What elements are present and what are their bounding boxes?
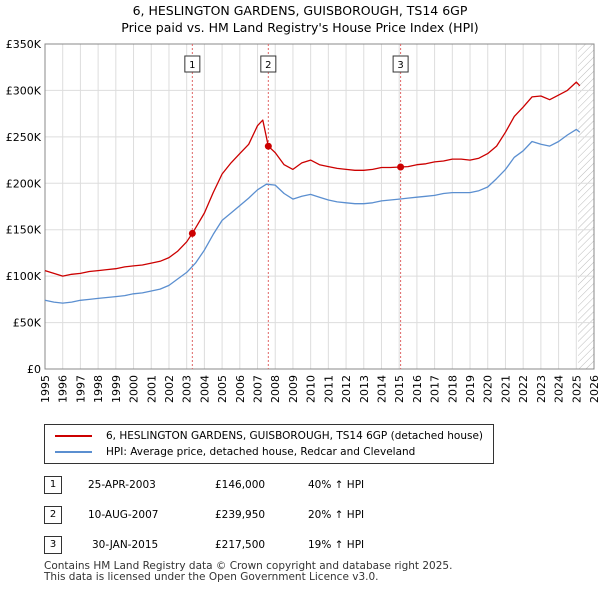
sale-number-badge: 2 [44, 506, 62, 524]
x-tick-label: 2012 [340, 375, 353, 403]
footer: Contains HM Land Registry data © Crown c… [44, 561, 452, 583]
y-tick-label: £250K [6, 131, 42, 144]
x-tick-label: 2011 [322, 375, 335, 403]
footer-line-2: This data is licensed under the Open Gov… [44, 571, 379, 583]
x-tick-label: 2000 [128, 375, 141, 403]
sale-marker-box [260, 55, 277, 73]
x-tick-label: 2008 [269, 375, 282, 403]
y-tick-label: £200K [6, 177, 42, 190]
x-tick-label: 2002 [163, 375, 176, 403]
sale-row: 3 30-JAN-2015 £217,500 19% ↑ HPI [44, 536, 444, 556]
legend-swatch-blue [55, 451, 92, 453]
x-tick-label: 2003 [181, 375, 194, 403]
sale-date: 25-APR-2003 [88, 479, 156, 491]
sale-marker-box [392, 55, 409, 73]
x-tick-label: 2024 [553, 375, 566, 403]
x-tick-label: 2004 [198, 375, 211, 403]
sale-point [264, 142, 272, 150]
title-line-1: 6, HESLINGTON GARDENS, GUISBOROUGH, TS14… [132, 3, 468, 18]
sale-row: 1 25-APR-2003 £146,000 40% ↑ HPI [44, 476, 444, 496]
y-tick-label: £50K [13, 317, 42, 330]
legend-label-hpi: HPI: Average price, detached house, Redc… [106, 446, 416, 458]
forecast-hatch [578, 44, 594, 369]
x-tick-label: 2005 [216, 375, 229, 403]
price-chart: £0 £50K £100K £150K £200K £250K £300K £350K 1995… [6, 38, 600, 403]
x-tick-label: 2013 [358, 375, 371, 403]
sale-point [188, 229, 196, 237]
x-tick-label: 1997 [74, 375, 87, 403]
x-tick-label: 1995 [39, 375, 52, 403]
x-tick-label: 2001 [145, 375, 158, 403]
sale-number-badge: 1 [44, 476, 62, 494]
legend-item-price-paid: 6, HESLINGTON GARDENS, GUISBOROUGH, TS14… [55, 428, 483, 444]
y-tick-label: £150K [6, 224, 42, 237]
footer-line-1: Contains HM Land Registry data © Crown c… [44, 560, 453, 572]
x-tick-label: 2020 [482, 375, 495, 403]
y-tick-label: £300K [6, 84, 42, 97]
x-tick-label: 2006 [234, 375, 247, 403]
sale-date: 30-JAN-2015 [92, 539, 159, 551]
x-tick-label: 2021 [499, 375, 512, 403]
x-tick-label: 1998 [92, 375, 105, 403]
sale-price: £217,500 [215, 539, 266, 551]
sale-price: £146,000 [215, 479, 266, 491]
plot-frame [44, 43, 595, 370]
sale-marker-box [184, 55, 201, 73]
legend-item-hpi: HPI: Average price, detached house, Redc… [55, 444, 415, 460]
x-tick-label: 2025 [570, 375, 583, 403]
hpi-line [44, 128, 581, 304]
x-tick-label: 2010 [305, 375, 318, 403]
x-tick-label: 2007 [252, 375, 265, 403]
sale-row: 2 10-AUG-2007 £239,950 20% ↑ HPI [44, 506, 444, 526]
sale-hpi-change: 19% ↑ HPI [308, 539, 365, 551]
x-tick-label: 1996 [57, 375, 70, 403]
y-tick-label: £350K [6, 38, 42, 51]
sale-hpi-change: 20% ↑ HPI [308, 509, 365, 521]
price-paid-line [44, 81, 581, 277]
sale-point [397, 163, 405, 171]
sale-marker-label: 2 [265, 60, 271, 71]
x-tick-label: 2009 [287, 375, 300, 403]
legend-swatch-red [55, 435, 92, 437]
x-tick-label: 2022 [517, 375, 530, 403]
x-tick-label: 2014 [375, 375, 388, 403]
y-tick-label: £0 [27, 363, 41, 376]
sale-marker-label: 1 [189, 60, 195, 71]
legend-label-price-paid: 6, HESLINGTON GARDENS, GUISBOROUGH, TS14… [106, 430, 484, 442]
x-tick-label: 2018 [446, 375, 459, 403]
x-tick-label: 2026 [588, 375, 600, 403]
sale-price: £239,950 [215, 509, 266, 521]
sale-marker-label: 3 [397, 60, 403, 71]
plot-area [45, 44, 594, 369]
title-line-2: Price paid vs. HM Land Registry's House … [121, 20, 479, 35]
x-tick-label: 2023 [535, 375, 548, 403]
sale-hpi-change: 40% ↑ HPI [308, 479, 365, 491]
x-tick-label: 2015 [393, 375, 406, 403]
y-tick-label: £100K [6, 270, 42, 283]
sale-number-badge: 3 [44, 536, 62, 554]
legend: 6, HESLINGTON GARDENS, GUISBOROUGH, TS14… [44, 424, 494, 464]
sale-date: 10-AUG-2007 [88, 509, 159, 521]
x-tick-label: 2017 [429, 375, 442, 403]
x-tick-label: 2019 [464, 375, 477, 403]
chart-title: 6, HESLINGTON GARDENS, GUISBOROUGH, TS14… [0, 2, 600, 36]
x-tick-label: 2016 [411, 375, 424, 403]
x-tick-label: 1999 [110, 375, 123, 403]
